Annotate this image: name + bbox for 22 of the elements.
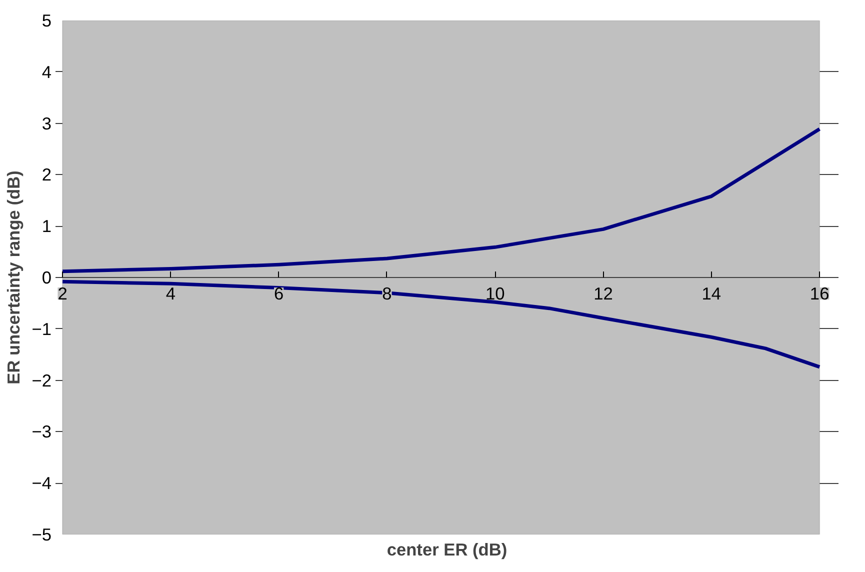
x-tick-label: 8 (382, 284, 392, 304)
x-tick-label: 10 (485, 284, 505, 304)
x-tick-label: 4 (166, 284, 176, 304)
y-tick-label: −2 (32, 370, 52, 390)
y-tick-label: −1 (32, 318, 52, 339)
y-tick-label: 0 (42, 268, 52, 288)
x-tick-label: 14 (702, 284, 722, 304)
y-tick-label: −3 (32, 422, 52, 442)
y-tick-label: 1 (42, 216, 52, 236)
x-tick-label: 16 (810, 284, 830, 304)
y-tick-label: −5 (32, 524, 52, 544)
x-tick-label: 2 (58, 284, 68, 304)
y-tick-label: 2 (42, 164, 52, 185)
x-tick-label: 12 (594, 284, 613, 304)
x-tick-label: 6 (274, 284, 284, 304)
y-tick-label: 5 (42, 10, 52, 30)
y-axis-title: ER uncertainty range (dB) (4, 170, 24, 384)
line-series (60, 127, 822, 274)
y-tick-label: 4 (42, 62, 52, 82)
x-axis-title: center ER (dB) (386, 540, 508, 560)
y-tick-label: 3 (42, 113, 52, 134)
y-tick-label: −4 (32, 473, 52, 494)
